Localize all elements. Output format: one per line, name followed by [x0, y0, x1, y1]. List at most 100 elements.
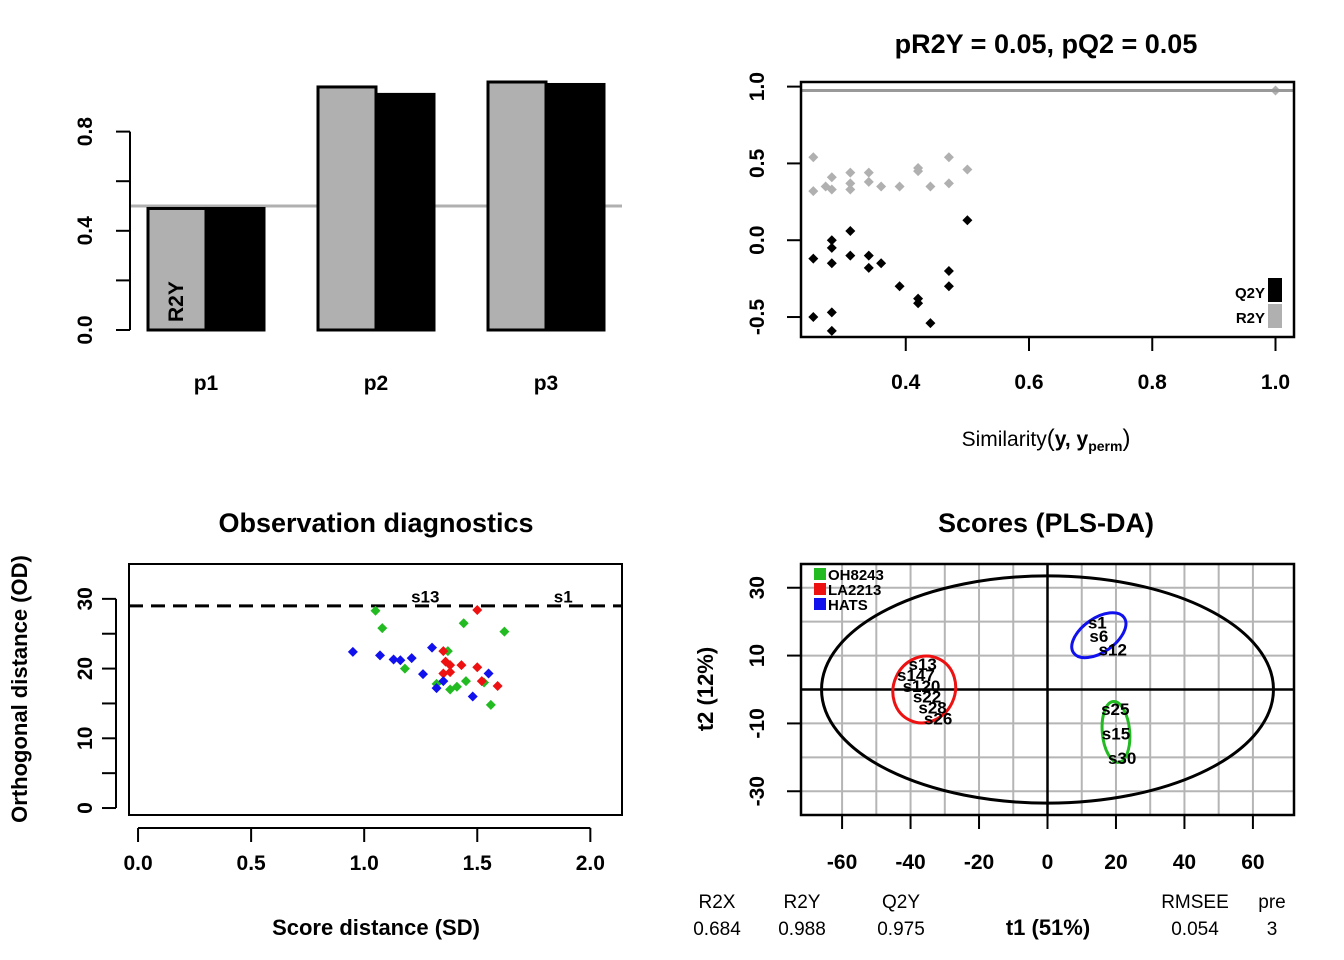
legend-label-r2y: R2Y [1236, 310, 1265, 327]
point-r2y [826, 172, 837, 183]
x-tick-label: p3 [534, 372, 559, 395]
point-q2y [826, 307, 837, 318]
point-oh8243 [377, 623, 388, 634]
observation-label: s25 [1101, 700, 1129, 719]
x-tick-label: -60 [827, 851, 857, 874]
point-la2213 [438, 646, 449, 657]
permutation-title: pR2Y = 0.05, pQ2 = 0.05 [895, 29, 1198, 59]
stat-header-q2y: Q2Y [882, 892, 920, 913]
x-tick-label: 20 [1104, 851, 1127, 874]
point-hats [483, 668, 494, 679]
y-tick-label: 30 [74, 587, 97, 610]
observation-label: s22 [913, 688, 941, 707]
y-axis-label: t2 (12%) [693, 647, 718, 731]
y-tick-label: 1.0 [746, 72, 769, 101]
y-tick-label: 30 [746, 576, 769, 599]
bar-r2y-p2 [316, 85, 378, 332]
point-la2213 [472, 605, 483, 616]
x-tick-label: p1 [194, 372, 219, 395]
y-tick-label: 0.5 [746, 149, 769, 179]
point-hats [347, 646, 358, 657]
stat-header-r2y: R2Y [784, 892, 821, 913]
point-q2y [845, 226, 856, 237]
observation-label: s15 [1102, 724, 1130, 743]
stat-header-pre: pre [1258, 892, 1285, 913]
point-hats [395, 655, 406, 666]
observation-label: s12 [1099, 641, 1127, 660]
observation-label: s30 [1108, 749, 1136, 768]
observation-label: s147 [897, 666, 935, 685]
legend-label: OH8243 [828, 567, 884, 584]
model-stats: R2X 0.684 R2Y 0.988 Q2Y 0.975 RMSEE 0.05… [693, 892, 1286, 940]
y-tick-label: 10 [746, 644, 769, 667]
group-ellipse-hats [1070, 611, 1128, 660]
stat-header-rmsee: RMSEE [1161, 892, 1229, 913]
y-tick-label: 0 [74, 802, 97, 814]
legend-swatch-r2y [1268, 304, 1282, 328]
scores-title: Scores (PLS-DA) [938, 508, 1154, 538]
bar-q2y-p3 [544, 82, 606, 332]
point-r2y [845, 178, 856, 189]
point-q2y [925, 318, 936, 329]
x-tick-label: 0.4 [891, 371, 921, 394]
point-la2213 [456, 660, 467, 671]
legend-label: LA2213 [828, 582, 881, 599]
x-tick-label: 1.5 [463, 852, 493, 875]
legend-swatch [814, 568, 826, 580]
point-r2y [913, 166, 924, 177]
bar-q2y-p2 [374, 92, 436, 332]
observation-label: s1 [1088, 614, 1107, 633]
y-tick-label: 10 [74, 727, 97, 750]
y-tick-label: -30 [746, 776, 769, 806]
observation-label: s13 [909, 655, 937, 674]
stat-value-r2x: 0.684 [693, 919, 741, 940]
point-q2y [943, 265, 954, 276]
point-r2y [826, 184, 837, 195]
hotelling-ellipse [820, 574, 1275, 805]
point-oh8243 [485, 699, 496, 710]
x-axis-label: Score distance (SD) [272, 915, 480, 940]
panel-model-overview: 0.0 0.4 0.8 p1 p2 p3 R2Y Q2Y [74, 80, 622, 395]
point-r2y [863, 176, 874, 187]
point-hats [375, 650, 386, 661]
plot-frame [799, 80, 1296, 339]
bar-label-q2y: Q2Y [223, 280, 246, 322]
x-tick-label: 1.0 [1261, 371, 1290, 394]
point-la2213 [476, 676, 487, 687]
x-axis-label: t1 (51%) [1006, 915, 1090, 940]
point-oh8243 [499, 626, 510, 637]
y-axis-label: Orthogonal distance (OD) [7, 555, 32, 823]
point-q2y [876, 258, 887, 269]
point-la2213 [492, 681, 503, 692]
x-tick-label: 1.0 [350, 852, 379, 875]
y-tick-label: 0.4 [74, 216, 97, 246]
point-oh8243 [458, 618, 469, 629]
point-q2y [808, 312, 819, 323]
point-hats [467, 691, 478, 702]
point-q2y [808, 253, 819, 264]
group-ellipse-oh8243 [1100, 699, 1132, 764]
stat-value-rmsee: 0.054 [1171, 919, 1219, 940]
x-tick-label: -40 [895, 851, 925, 874]
point-la2213 [472, 662, 483, 673]
point-r2y [943, 178, 954, 189]
point-la2213 [445, 660, 456, 671]
point-r2y [845, 184, 856, 195]
point-oh8243 [370, 605, 381, 616]
x-tick-label: 0.8 [1138, 371, 1168, 394]
legend-swatch-q2y [1268, 278, 1282, 302]
point-r2y [808, 186, 819, 197]
point-r2y [845, 167, 856, 178]
point-q2y [826, 258, 837, 269]
x-tick-label: 0.6 [1014, 371, 1043, 394]
group-ellipse-la2213 [891, 654, 958, 725]
point-oh8243 [399, 663, 410, 674]
x-tick-label: 40 [1173, 851, 1196, 874]
stat-value-q2y: 0.975 [877, 919, 925, 940]
bar-r2y-p3 [486, 80, 548, 332]
point-r2y [962, 164, 973, 175]
point-q2y [826, 325, 837, 336]
panel-permutation: pR2Y = 0.05, pQ2 = 0.05 0.4 0.6 0.8 1.0 -0.… [746, 29, 1296, 454]
